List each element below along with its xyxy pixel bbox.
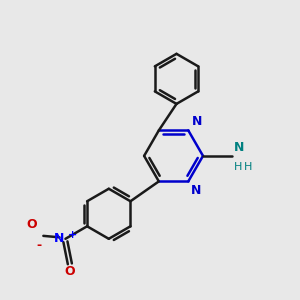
- Text: N: N: [234, 141, 244, 154]
- Text: -: -: [36, 239, 41, 252]
- Text: +: +: [68, 230, 77, 240]
- Text: N: N: [192, 115, 202, 128]
- Text: O: O: [27, 218, 38, 231]
- Text: O: O: [64, 265, 75, 278]
- Text: N: N: [54, 232, 64, 245]
- Text: N: N: [191, 184, 202, 197]
- Text: H: H: [244, 162, 252, 172]
- Text: H: H: [234, 162, 242, 172]
